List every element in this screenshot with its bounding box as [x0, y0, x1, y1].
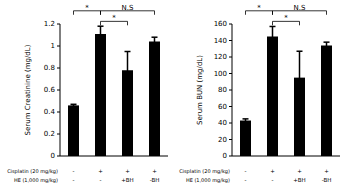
svg-text:-: -	[73, 177, 75, 183]
svg-text:+: +	[270, 168, 275, 174]
svg-text:+: +	[98, 168, 103, 174]
svg-text:100: 100	[214, 70, 227, 78]
svg-text:-: -	[73, 168, 75, 174]
svg-text:0.4: 0.4	[44, 108, 56, 116]
svg-text:60: 60	[218, 103, 227, 111]
svg-text:*: *	[112, 14, 116, 22]
svg-text:HE (1,000 mg/kg): HE (1,000 mg/kg)	[186, 177, 230, 184]
svg-text:-: -	[245, 168, 247, 174]
svg-text:40: 40	[218, 119, 227, 127]
svg-text:+: +	[152, 168, 157, 174]
svg-text:120: 120	[214, 53, 227, 61]
svg-text:Serum BUN (mg/dL): Serum BUN (mg/dL)	[196, 55, 204, 125]
svg-text:80: 80	[218, 86, 227, 94]
svg-text:+BH: +BH	[293, 177, 306, 183]
svg-text:0.2: 0.2	[44, 130, 55, 138]
svg-text:N.S: N.S	[294, 4, 306, 12]
svg-text:1: 1	[51, 42, 55, 50]
svg-text:-BH: -BH	[150, 177, 160, 183]
svg-text:0: 0	[51, 152, 55, 160]
svg-text:-: -	[245, 177, 247, 183]
svg-text:20: 20	[218, 136, 227, 144]
svg-text:Cisplatin (20 mg/kg): Cisplatin (20 mg/kg)	[179, 168, 230, 175]
svg-text:-BH: -BH	[322, 177, 332, 183]
svg-text:HE (1,000 mg/kg): HE (1,000 mg/kg)	[14, 177, 58, 184]
svg-text:Serum Creatinine (mg/dL): Serum Creatinine (mg/dL)	[24, 44, 32, 135]
svg-text:140: 140	[214, 37, 227, 45]
svg-text:0.8: 0.8	[44, 64, 55, 72]
svg-text:0: 0	[223, 152, 227, 160]
svg-text:+: +	[324, 168, 329, 174]
svg-text:0.6: 0.6	[44, 86, 56, 94]
svg-text:1.2: 1.2	[44, 20, 55, 28]
svg-text:*: *	[257, 4, 261, 12]
svg-text:N.S: N.S	[122, 4, 134, 12]
svg-text:+: +	[125, 168, 130, 174]
svg-text:+BH: +BH	[121, 177, 134, 183]
svg-text:-: -	[100, 177, 102, 183]
svg-text:-: -	[272, 177, 274, 183]
svg-text:*: *	[85, 4, 89, 12]
svg-text:Cisplatin (20 mg/kg): Cisplatin (20 mg/kg)	[8, 168, 58, 175]
svg-text:160: 160	[214, 20, 227, 28]
svg-text:*: *	[284, 14, 288, 22]
svg-text:+: +	[297, 168, 302, 174]
